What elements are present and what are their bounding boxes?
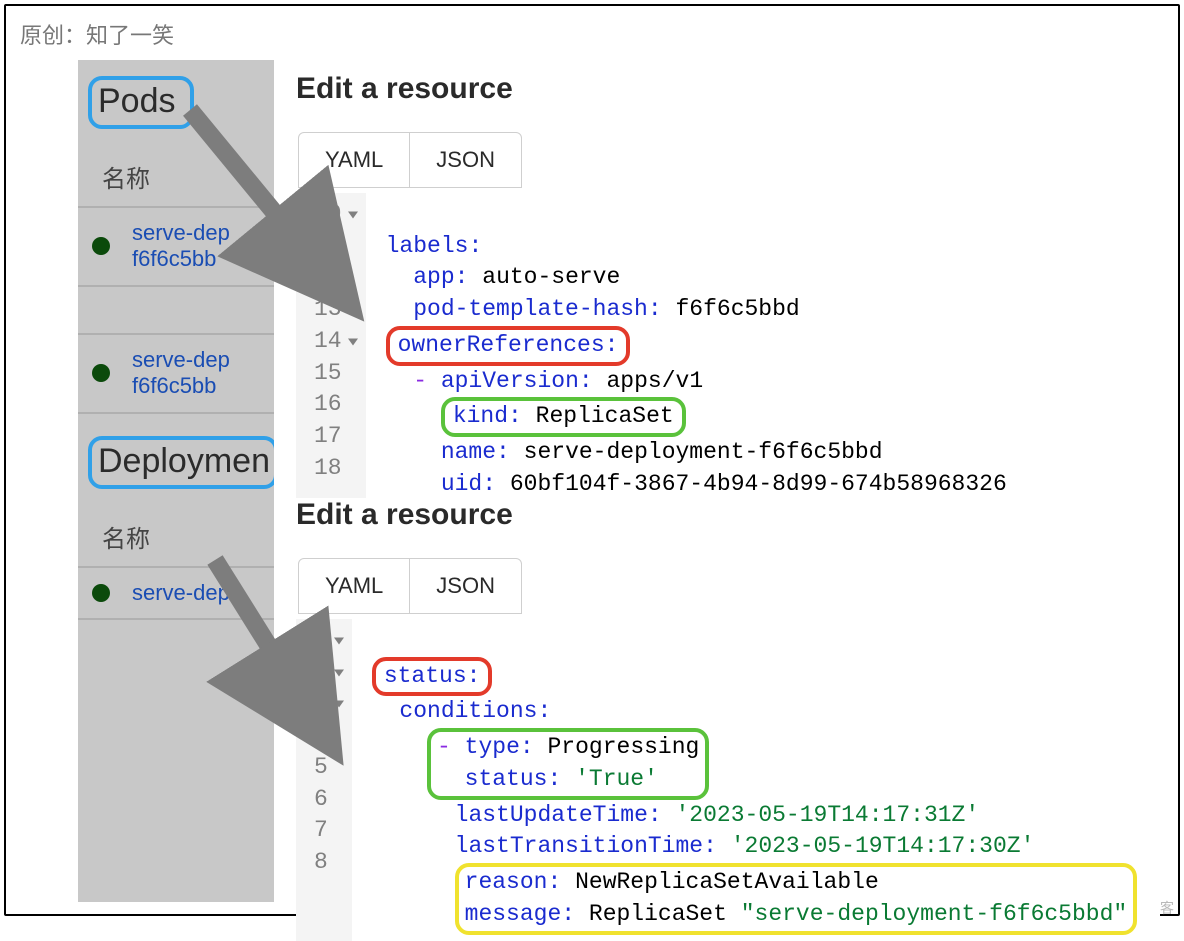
column-header-name: 名称 <box>102 519 274 554</box>
format-tabs: YAMLJSON <box>298 132 522 188</box>
deployment-link[interactable]: serve-dep <box>132 580 230 606</box>
column-header-name: 名称 <box>102 159 274 194</box>
status-dot-icon <box>92 364 110 382</box>
tab-yaml[interactable]: YAML <box>299 559 409 613</box>
pod-link[interactable]: serve-dep f6f6c5bb <box>132 220 230 273</box>
tab-json[interactable]: JSON <box>409 133 521 187</box>
code-content[interactable]: status: conditions: - type: Progressing … <box>352 619 1143 941</box>
pod-name-line: f6f6c5bb <box>132 373 230 399</box>
line-gutter: 12345678 <box>296 619 352 941</box>
credit-text: 原创：知了一笑 <box>20 18 174 50</box>
highlight-status: status: <box>372 657 493 697</box>
deployments-heading: Deploymen <box>88 436 274 489</box>
panel-title: Edit a resource <box>296 498 1160 532</box>
line-gutter: 101112131415161718 <box>296 193 366 538</box>
pod-link[interactable]: serve-dep f6f6c5bb <box>132 347 230 400</box>
pod-row[interactable]: serve-dep f6f6c5bb <box>78 333 274 414</box>
highlight-ownerreferences: ownerReferences: <box>386 326 631 366</box>
panel-title: Edit a resource <box>296 72 1160 106</box>
format-tabs: YAMLJSON <box>298 558 522 614</box>
tab-yaml[interactable]: YAML <box>299 133 409 187</box>
tab-json[interactable]: JSON <box>409 559 521 613</box>
pod-row[interactable]: serve-dep f6f6c5bb <box>78 206 274 287</box>
status-dot-icon <box>92 584 110 602</box>
pod-name-line: serve-dep <box>132 220 230 246</box>
deployment-name-line: serve-dep <box>132 580 230 606</box>
deployment-row[interactable]: serve-dep <box>78 566 274 620</box>
edit-resource-panel-deploy: Edit a resource YAMLJSON 12345678 status… <box>296 498 1160 941</box>
pods-heading: Pods <box>88 76 194 129</box>
code-editor[interactable]: 101112131415161718 labels: app: auto-ser… <box>296 193 1160 538</box>
pod-name-line: f6f6c5bb <box>132 246 230 272</box>
code-content[interactable]: labels: app: auto-serve pod-template-has… <box>366 193 1013 538</box>
highlight-reason-message: reason: NewReplicaSetAvailable message: … <box>455 863 1138 934</box>
code-editor[interactable]: 12345678 status: conditions: - type: Pro… <box>296 619 1160 941</box>
highlight-kind: kind: ReplicaSet <box>441 397 686 437</box>
status-dot-icon <box>92 237 110 255</box>
highlight-type-status: - type: Progressing status: 'True' <box>427 728 709 799</box>
sidebar: Pods 名称 serve-dep f6f6c5bb serve-dep f6f… <box>78 60 274 902</box>
pod-name-line: serve-dep <box>132 347 230 373</box>
edit-resource-panel-pods: Edit a resource YAMLJSON 101112131415161… <box>296 72 1160 538</box>
